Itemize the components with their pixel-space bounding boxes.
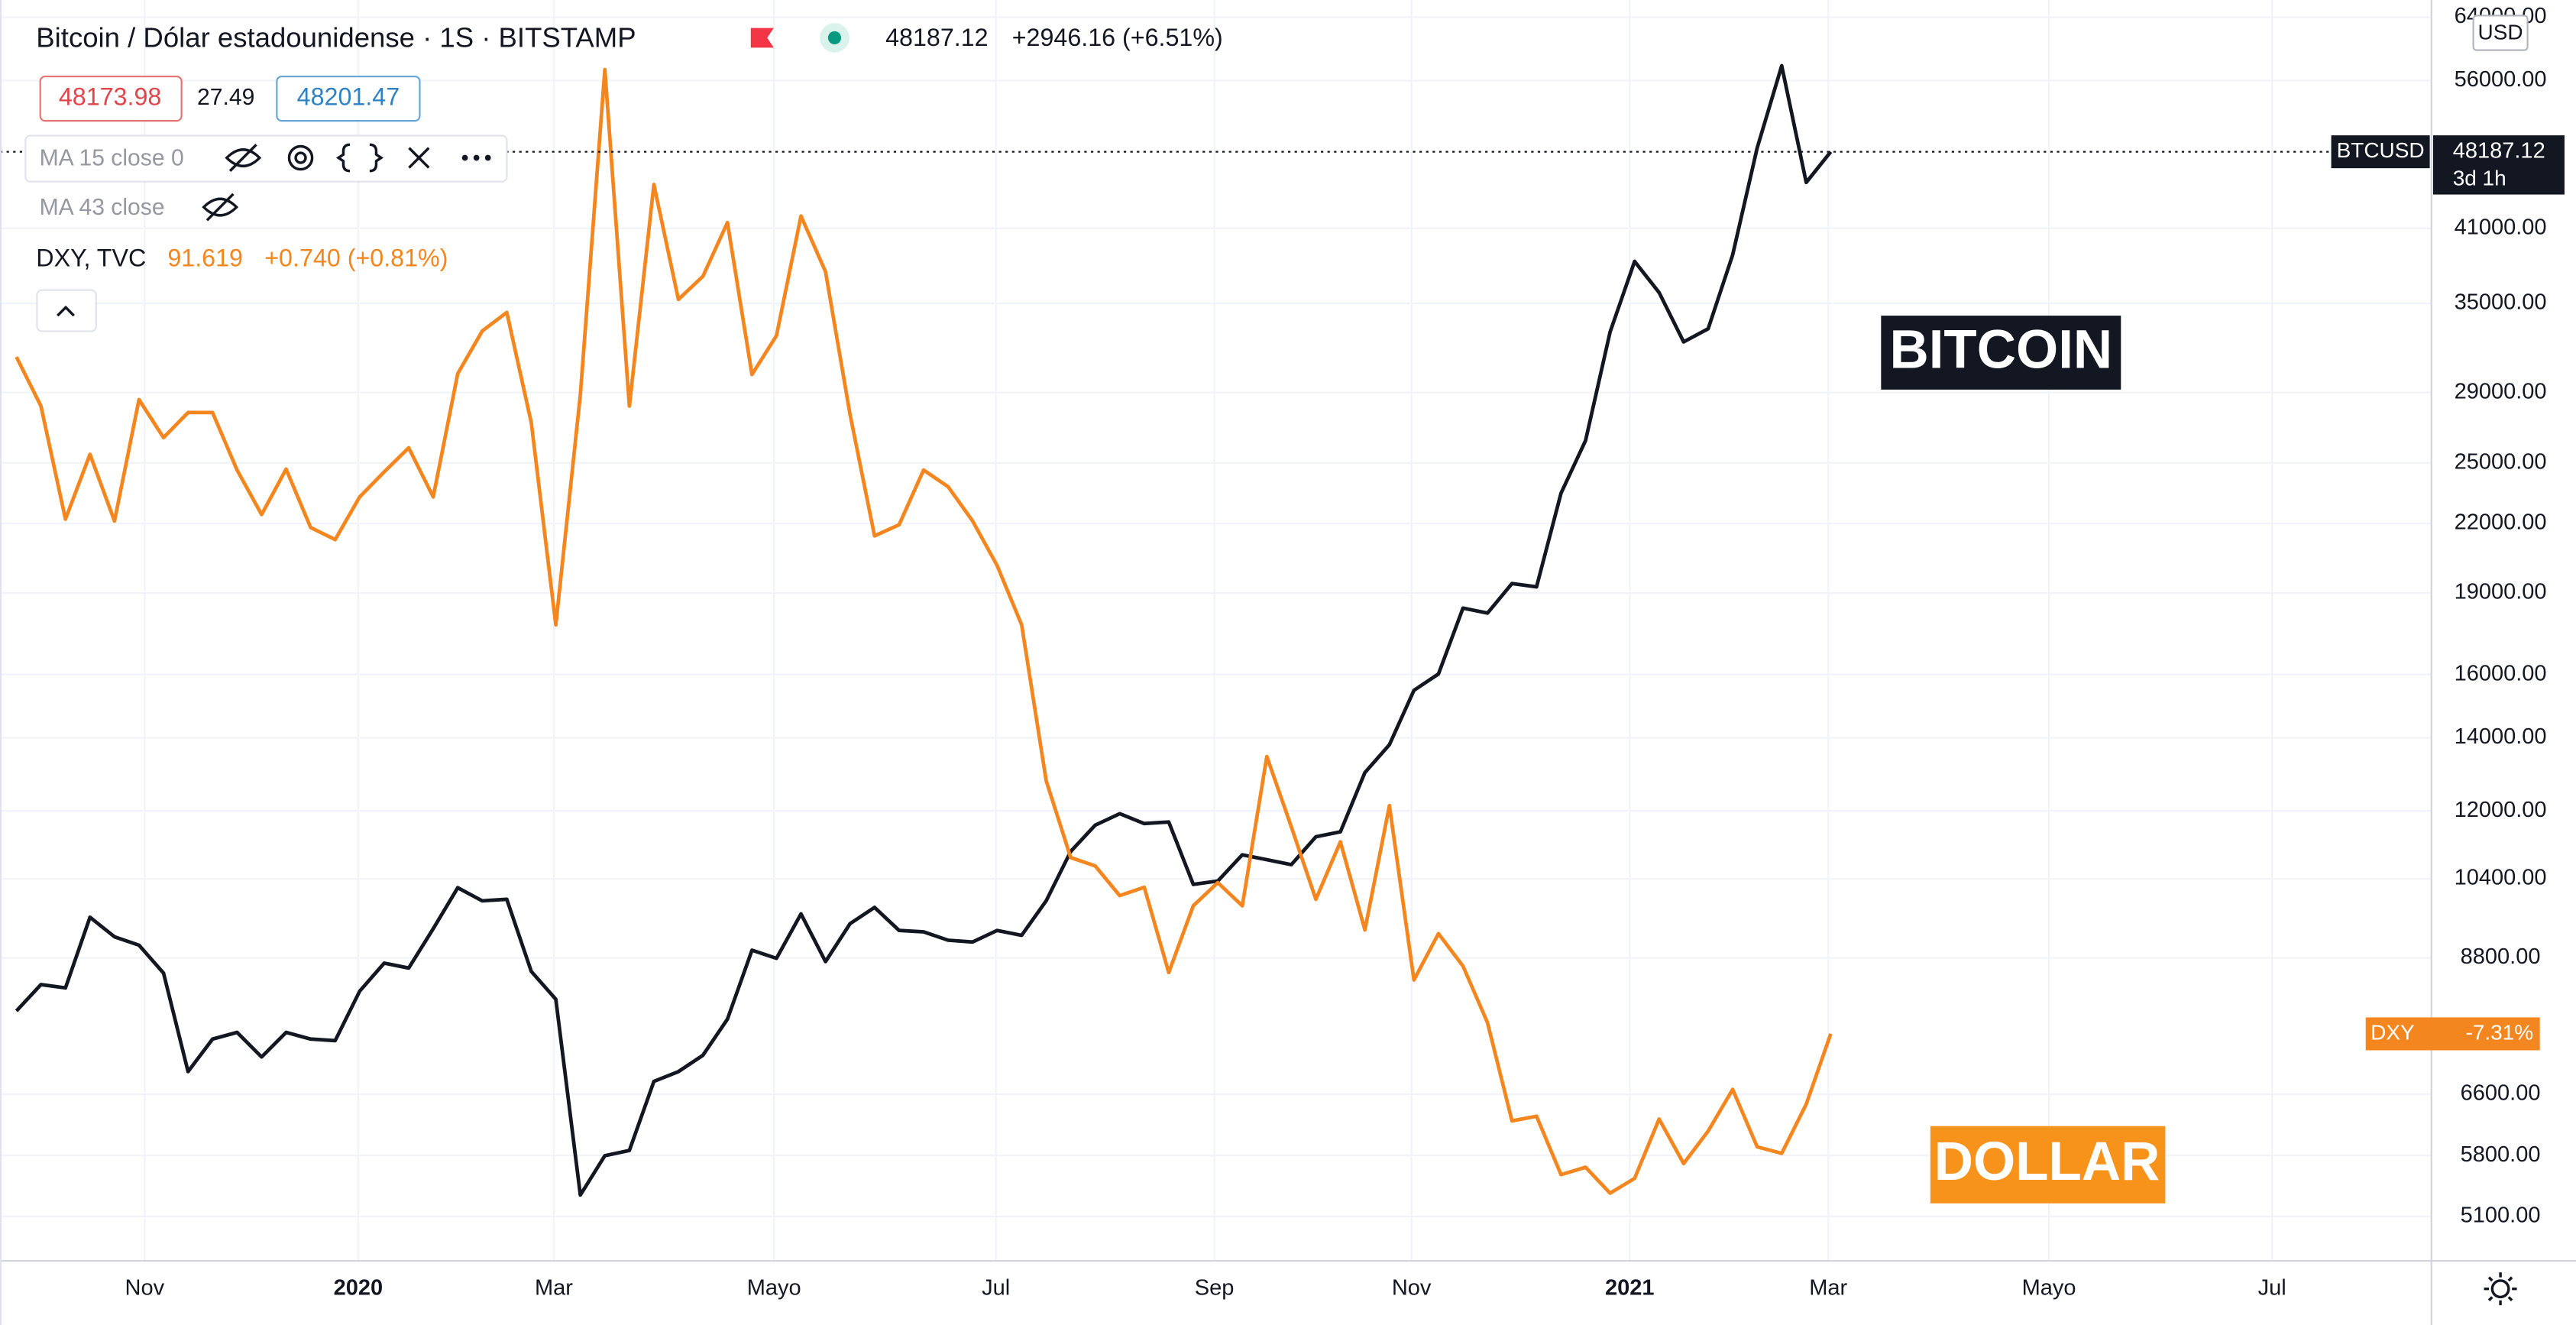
indicator-label: MA 15 close 0 [40, 146, 184, 171]
hide-icon[interactable] [202, 193, 239, 222]
bid: 48173.98 [59, 83, 161, 111]
price-label: 48187.12 [2453, 138, 2545, 163]
y-tick-label: 5100.00 [2461, 1204, 2541, 1228]
axes: 64000.0056000.0041000.0035000.0029000.00… [125, 4, 2565, 1300]
status-dot [827, 31, 842, 45]
y-tick-label: 6600.00 [2461, 1081, 2541, 1106]
y-tick-label: 35000.00 [2455, 290, 2547, 315]
series-line [15, 63, 1833, 1197]
series-label: DXY [2371, 1020, 2415, 1044]
series-label-box [2331, 135, 2430, 169]
indicator-row[interactable] [24, 134, 508, 183]
caret-icon [57, 305, 75, 317]
y-tick-label: 10400.00 [2455, 866, 2547, 890]
series-label: BTCUSD [2337, 138, 2425, 162]
compare-change: +0.740 (+0.81%) [264, 244, 448, 271]
annotation: DOLLAR [1934, 1132, 2160, 1192]
price-label-box [2432, 135, 2565, 195]
x-tick-label: Nov [1392, 1275, 1432, 1300]
annotation-box [1930, 1126, 2166, 1204]
price-change: +2946.16 (+6.51%) [1012, 24, 1223, 51]
y-tick-label: 41000.00 [2455, 215, 2547, 240]
y-tick-label: 5800.00 [2461, 1142, 2541, 1167]
x-tick-label: Jul [982, 1275, 1010, 1300]
bid-box[interactable] [39, 75, 183, 122]
more-icon[interactable] [461, 154, 491, 161]
grid [0, 0, 2432, 1262]
annotation: BITCOIN [1889, 319, 2112, 380]
y-tick-label: 19000.00 [2455, 580, 2547, 604]
spread: 27.49 [197, 85, 254, 110]
y-tick-label: 16000.00 [2455, 661, 2547, 685]
x-tick-label: Sep [1195, 1275, 1235, 1300]
symbol-title: Bitcoin / Dólar estadounidense · 1S · BI… [36, 21, 636, 53]
annotation-box [1881, 316, 2121, 390]
currency: USD [2478, 20, 2523, 44]
indicator-label: MA 43 close [40, 195, 165, 220]
countdown-label: 3d 1h [2453, 167, 2506, 190]
ask-box[interactable] [276, 75, 421, 122]
compare-price: 91.619 [167, 244, 243, 271]
x-tick-label: Nov [125, 1275, 165, 1300]
x-tick-label: Jul [2258, 1275, 2286, 1300]
series-line [15, 67, 1833, 1195]
y-tick-label: 12000.00 [2455, 798, 2547, 822]
series-label-box [2365, 1017, 2540, 1051]
x-tick-label: Mar [535, 1275, 573, 1300]
change-label: -7.31% [2466, 1020, 2534, 1044]
y-tick-label: 25000.00 [2455, 449, 2547, 474]
y-tick-label: 22000.00 [2455, 510, 2547, 535]
x-tick-label: Mar [1809, 1275, 1847, 1300]
y-tick-label: 14000.00 [2455, 724, 2547, 749]
compare-symbol: DXY, TVC [36, 244, 146, 271]
plot-area: BITCOIN DOLLAR [0, 63, 2432, 1204]
flag-icon[interactable] [750, 28, 774, 48]
ask: 48201.47 [297, 83, 400, 111]
y-tick-label: 8800.00 [2461, 944, 2541, 969]
y-tick-label: 29000.00 [2455, 379, 2547, 403]
x-tick-label: 2021 [1605, 1275, 1655, 1300]
settings-icon[interactable] [2484, 1272, 2517, 1306]
last-price: 48187.12 [885, 24, 988, 51]
currency-box[interactable] [2472, 15, 2529, 51]
x-tick-label: Mayo [747, 1275, 801, 1300]
x-tick-label: Mayo [2022, 1275, 2076, 1300]
y-tick-label: 56000.00 [2455, 67, 2547, 92]
indicator-icons[interactable] [225, 143, 430, 173]
collapse-button[interactable] [36, 289, 97, 332]
x-tick-label: 2020 [334, 1275, 383, 1300]
